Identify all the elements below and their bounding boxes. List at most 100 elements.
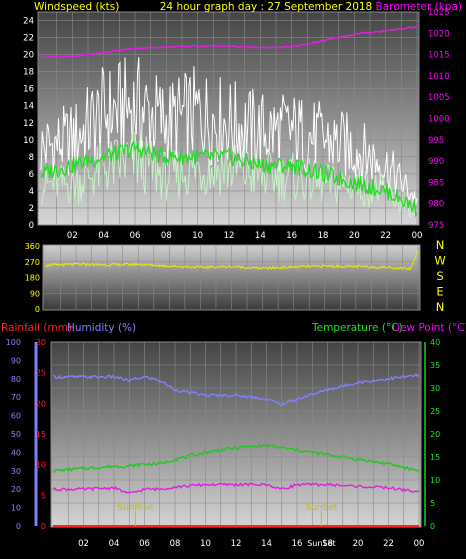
wind-hour-tick-label: 06 bbox=[130, 231, 141, 241]
wind-direction-series-line bbox=[44, 251, 419, 271]
wind-tick-label: 20 bbox=[23, 51, 34, 61]
weather-hour-tick-label: 10 bbox=[200, 539, 211, 549]
temperature-tick-label: 5 bbox=[430, 499, 435, 508]
humidity-tick-label: 0 bbox=[16, 522, 21, 531]
humidity-tick-label: 70 bbox=[11, 393, 21, 402]
humidity-tick-label: 30 bbox=[11, 467, 21, 476]
compass-letter: E bbox=[436, 285, 443, 299]
direction-grid bbox=[43, 246, 420, 309]
direction-tick-label: 180 bbox=[25, 274, 40, 283]
humidity-tick-label: 10 bbox=[11, 504, 21, 513]
compass-letter: W bbox=[434, 254, 445, 268]
wind-hour-tick-label: 22 bbox=[380, 231, 391, 241]
weather-hour-tick-label: 16 bbox=[292, 539, 303, 549]
wind-series bbox=[40, 25, 418, 219]
wind-tick-label: 12 bbox=[23, 119, 34, 129]
rain-tick-label: 25 bbox=[36, 369, 46, 378]
wind-hour-tick-label: 02 bbox=[67, 231, 78, 241]
wind-x-ticks: 02 04 06 08 10 12 14 16 18 20 22 00 bbox=[67, 231, 422, 241]
direction-tick-label: 0 bbox=[35, 305, 40, 314]
dewpoint-axis-title: Dew Point (°C) bbox=[392, 322, 466, 334]
gust-series-line bbox=[40, 57, 418, 206]
weather-hour-tick-label: 22 bbox=[383, 539, 394, 549]
humidity-tick-label: 60 bbox=[11, 412, 21, 421]
humidity-tick-label: 80 bbox=[11, 375, 21, 384]
wind-tick-label: 24 bbox=[23, 17, 34, 27]
wind-hour-tick-label: 16 bbox=[286, 231, 297, 241]
sunset-label: SunSet bbox=[305, 503, 337, 513]
weather-hour-tick-label: 00 bbox=[414, 539, 425, 549]
humidity-tick-label: 20 bbox=[11, 485, 21, 494]
weather-hour-tick-label: 04 bbox=[109, 539, 120, 549]
wind-hour-tick-label: 08 bbox=[161, 231, 172, 241]
dewpoint-series-line bbox=[52, 482, 420, 494]
barometer-y-ticks: 1025 1020 1015 1010 1005 1000 995 990 985 980 975 bbox=[428, 8, 450, 231]
temperature-tick-label: 10 bbox=[430, 476, 440, 485]
wind-tick-label: 4 bbox=[29, 187, 34, 197]
wind-plot-area bbox=[37, 11, 420, 226]
humidity-tick-label: 100 bbox=[6, 338, 21, 347]
wind-tick-label: 22 bbox=[23, 34, 34, 44]
humidity-tick-label: 90 bbox=[11, 356, 21, 365]
temperature-tick-label: 40 bbox=[430, 338, 440, 347]
weather-grid bbox=[34, 341, 426, 526]
direction-tick-label: 270 bbox=[25, 258, 40, 267]
wind-tick-label: 8 bbox=[29, 153, 34, 163]
sun-markers: SunRise SunSet SunSet bbox=[117, 503, 338, 548]
temperature-axis-title: Temperature (°C) bbox=[311, 322, 403, 334]
temperature-tick-label: 35 bbox=[430, 361, 440, 370]
temperature-tick-label: 15 bbox=[430, 453, 440, 462]
wind-tick-label: 16 bbox=[23, 85, 34, 95]
wind-tick-label: 0 bbox=[29, 221, 34, 231]
rain-tick-label: 15 bbox=[36, 430, 46, 439]
humidity-tick-label: 50 bbox=[11, 430, 21, 439]
direction-series bbox=[44, 251, 419, 271]
barometer-tick-label: 980 bbox=[428, 200, 444, 210]
temperature-tick-label: 30 bbox=[430, 384, 440, 393]
sunset-bottom-label: SunSet bbox=[307, 539, 335, 548]
weather-hour-tick-label: 18 bbox=[322, 539, 333, 549]
weather-hour-tick-label: 12 bbox=[231, 539, 242, 549]
weather-series bbox=[52, 372, 420, 527]
direction-tick-label: 360 bbox=[25, 242, 40, 251]
wind-axis-title: Windspeed (kts) bbox=[34, 1, 119, 13]
wind-hour-tick-label: 14 bbox=[255, 231, 266, 241]
barometer-tick-label: 1010 bbox=[428, 72, 450, 82]
barometer-tick-label: 1000 bbox=[428, 115, 450, 125]
wind-hour-tick-label: 18 bbox=[318, 231, 329, 241]
barometer-tick-label: 1025 bbox=[428, 8, 450, 18]
barometer-tick-label: 1005 bbox=[428, 93, 450, 103]
wind-average-series-line bbox=[40, 139, 418, 218]
barometer-series-line bbox=[40, 25, 418, 59]
barometer-axis-title: Barometer (kpa) bbox=[376, 1, 462, 13]
barometer-tick-label: 995 bbox=[428, 136, 444, 146]
wind-tick-label: 14 bbox=[23, 102, 34, 112]
barometer-tick-label: 985 bbox=[428, 178, 444, 188]
barometer-tick-label: 975 bbox=[428, 221, 444, 231]
temperature-tick-label: 0 bbox=[430, 522, 435, 531]
sunrise-label: SunRise bbox=[117, 503, 154, 513]
compass-letter: N bbox=[436, 238, 445, 252]
wind-tick-label: 2 bbox=[29, 204, 34, 214]
rain-y-ticks: 30 25 20 15 10 5 0 bbox=[36, 338, 46, 531]
wind-tick-label: 18 bbox=[23, 68, 34, 78]
temperature-tick-label: 20 bbox=[430, 430, 440, 439]
weather-hour-tick-label: 06 bbox=[139, 539, 150, 549]
chart-date-title: 24 hour graph day : 27 September 2018 bbox=[160, 1, 372, 13]
temperature-y-ticks: 40 35 30 25 20 15 10 5 0 bbox=[430, 338, 440, 531]
barometer-tick-label: 1015 bbox=[428, 51, 450, 61]
direction-tick-label: 90 bbox=[30, 289, 40, 298]
direction-y-ticks: 360 270 180 90 0 bbox=[25, 242, 40, 314]
rainfall-axis-title: Rainfall (mm) bbox=[1, 322, 72, 334]
rain-tick-label: 0 bbox=[41, 522, 46, 531]
weather-x-ticks: 02 04 06 08 10 12 14 16 18 20 22 00 bbox=[78, 539, 424, 549]
compass-letter: S bbox=[436, 269, 443, 283]
wind-tick-label: 10 bbox=[23, 136, 34, 146]
rain-tick-label: 5 bbox=[41, 491, 46, 500]
barometer-tick-label: 1020 bbox=[428, 29, 450, 39]
barometer-tick-label: 990 bbox=[428, 157, 444, 167]
